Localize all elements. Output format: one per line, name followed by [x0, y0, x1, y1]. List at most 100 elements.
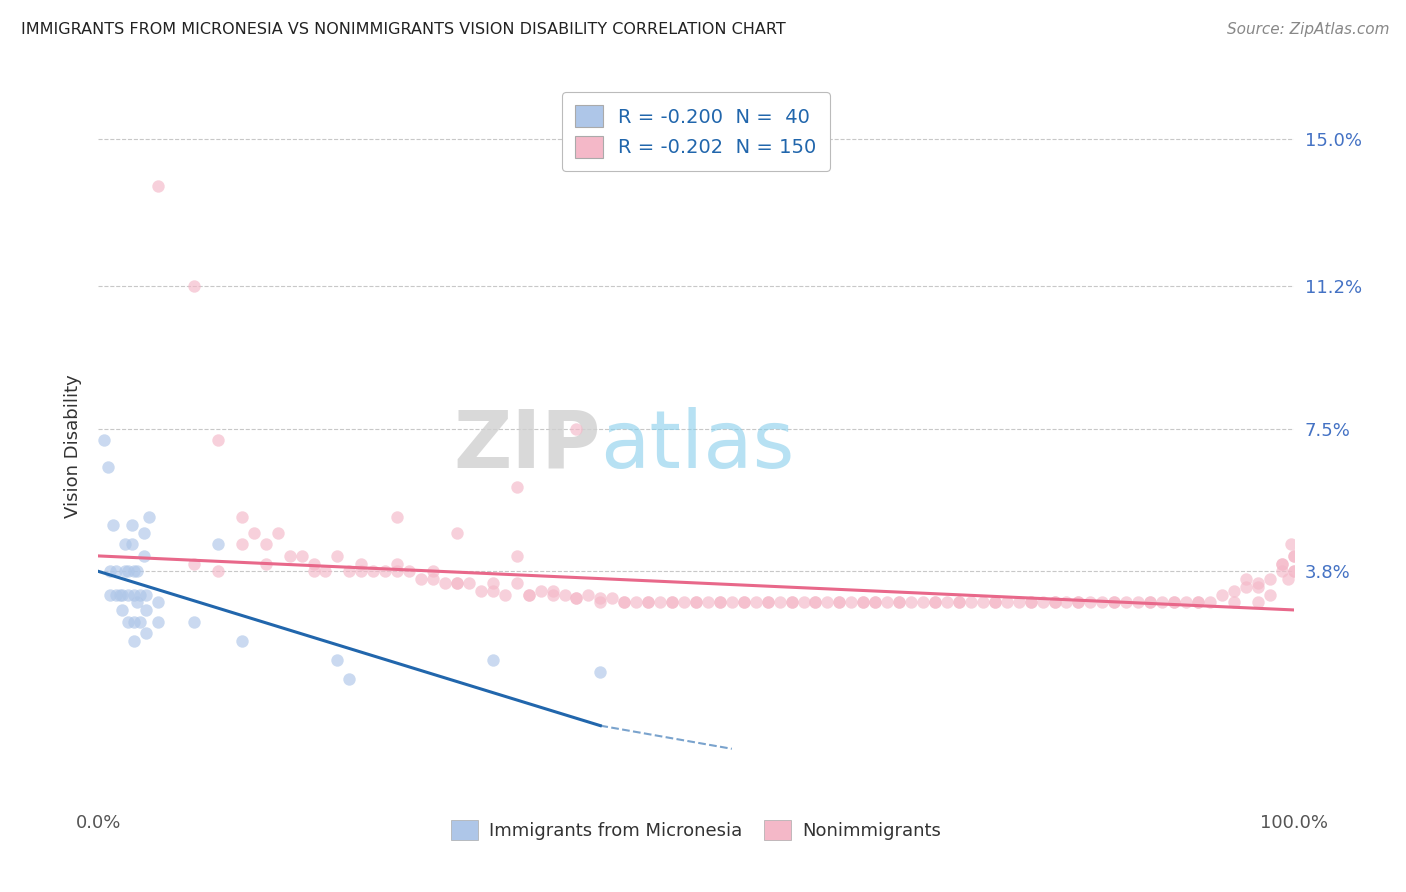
Point — [254, 557, 277, 571]
Point — [815, 595, 838, 609]
Point — [117, 615, 139, 629]
Point — [1139, 595, 1161, 609]
Point — [1279, 537, 1302, 551]
Text: Source: ZipAtlas.com: Source: ZipAtlas.com — [1226, 22, 1389, 37]
Point — [721, 595, 744, 609]
Point — [98, 587, 122, 601]
Point — [780, 595, 803, 609]
Point — [637, 595, 659, 609]
Point — [565, 591, 588, 606]
Point — [207, 565, 229, 579]
Point — [517, 587, 540, 601]
Point — [1258, 587, 1281, 601]
Point — [267, 525, 290, 540]
Point — [530, 583, 553, 598]
Point — [101, 518, 124, 533]
Point — [685, 595, 707, 609]
Point — [1043, 595, 1066, 609]
Point — [350, 557, 373, 571]
Point — [1247, 576, 1270, 591]
Point — [1282, 549, 1305, 563]
Point — [1032, 595, 1054, 609]
Point — [114, 537, 136, 551]
Point — [972, 595, 994, 609]
Point — [697, 595, 720, 609]
Point — [105, 587, 128, 601]
Point — [111, 587, 134, 601]
Point — [1163, 595, 1185, 609]
Point — [124, 587, 146, 601]
Point — [948, 595, 970, 609]
Point — [135, 587, 157, 601]
Point — [506, 479, 529, 493]
Point — [578, 587, 600, 601]
Point — [411, 572, 433, 586]
Point — [385, 557, 409, 571]
Legend: Immigrants from Micronesia, Nonimmigrants: Immigrants from Micronesia, Nonimmigrant… — [444, 813, 948, 847]
Point — [756, 595, 779, 609]
Point — [1067, 595, 1090, 609]
Point — [828, 595, 851, 609]
Point — [291, 549, 314, 563]
Point — [481, 576, 505, 591]
Point — [148, 178, 170, 193]
Point — [506, 576, 529, 591]
Point — [446, 525, 468, 540]
Point — [398, 565, 420, 579]
Point — [117, 565, 139, 579]
Point — [434, 576, 457, 591]
Point — [1067, 595, 1090, 609]
Point — [125, 565, 148, 579]
Point — [135, 626, 157, 640]
Point — [1091, 595, 1114, 609]
Point — [1282, 565, 1305, 579]
Point — [1223, 595, 1246, 609]
Point — [1175, 595, 1198, 609]
Point — [1282, 549, 1305, 563]
Point — [1104, 595, 1126, 609]
Point — [132, 549, 155, 563]
Point — [339, 565, 361, 579]
Point — [1271, 557, 1294, 571]
Point — [1104, 595, 1126, 609]
Point — [148, 595, 170, 609]
Point — [117, 587, 139, 601]
Point — [1247, 595, 1270, 609]
Point — [302, 557, 325, 571]
Point — [1080, 595, 1102, 609]
Point — [183, 279, 205, 293]
Point — [948, 595, 970, 609]
Point — [1234, 572, 1257, 586]
Point — [207, 434, 229, 448]
Point — [924, 595, 946, 609]
Point — [637, 595, 659, 609]
Point — [589, 591, 612, 606]
Point — [673, 595, 696, 609]
Point — [936, 595, 959, 609]
Point — [183, 615, 205, 629]
Point — [148, 615, 170, 629]
Point — [183, 557, 205, 571]
Point — [1128, 595, 1150, 609]
Text: IMMIGRANTS FROM MICRONESIA VS NONIMMIGRANTS VISION DISABILITY CORRELATION CHART: IMMIGRANTS FROM MICRONESIA VS NONIMMIGRA… — [21, 22, 786, 37]
Point — [108, 587, 131, 601]
Point — [135, 603, 157, 617]
Point — [326, 653, 349, 667]
Point — [733, 595, 755, 609]
Point — [876, 595, 898, 609]
Point — [1258, 572, 1281, 586]
Point — [278, 549, 301, 563]
Point — [363, 565, 385, 579]
Point — [121, 518, 143, 533]
Point — [865, 595, 887, 609]
Point — [302, 565, 325, 579]
Point — [1223, 583, 1246, 598]
Point — [995, 595, 1018, 609]
Point — [93, 434, 115, 448]
Point — [1115, 595, 1137, 609]
Point — [254, 537, 277, 551]
Point — [243, 525, 266, 540]
Point — [709, 595, 731, 609]
Point — [1271, 557, 1294, 571]
Point — [841, 595, 863, 609]
